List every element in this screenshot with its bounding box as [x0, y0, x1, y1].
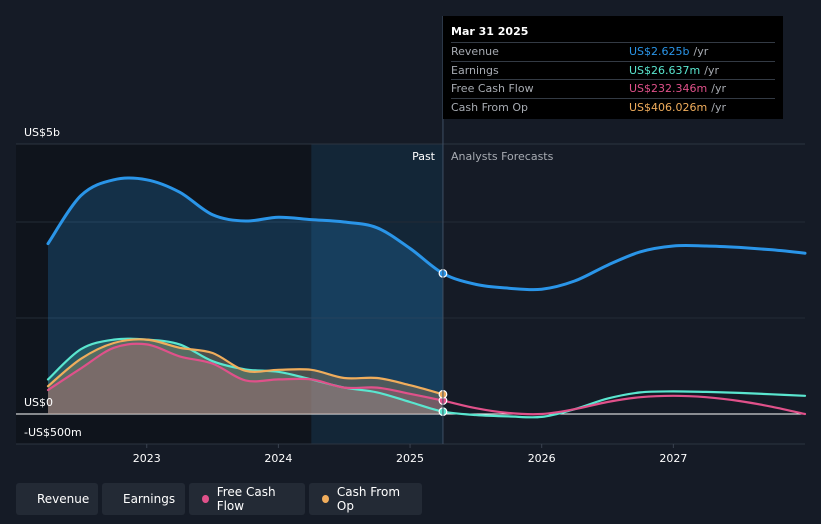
legend-label: Revenue — [37, 492, 90, 506]
y-label-bottom: -US$500m — [24, 426, 82, 439]
tooltip-label: Cash From Op — [451, 100, 529, 114]
tooltip-row-earnings: Earnings US$26.637m /yr — [451, 60, 775, 80]
legend-label: Earnings — [123, 492, 176, 506]
legend-label: Free Cash Flow — [216, 485, 276, 513]
tooltip-unit: /yr — [711, 82, 726, 95]
tooltip-row-cash-from-op: Cash From Op US$406.026m /yr — [451, 97, 775, 117]
past-label: Past — [412, 150, 436, 163]
recent-shade — [311, 144, 443, 444]
legend-dot-icon — [322, 495, 329, 503]
tooltip-row-free-cash-flow: Free Cash Flow US$232.346m /yr — [451, 79, 775, 98]
series-fills — [48, 177, 443, 414]
tooltip-value: US$406.026m — [629, 100, 708, 114]
x-tick-label: 2024 — [264, 452, 292, 465]
area-revenue — [48, 177, 443, 414]
line-cash-from-op — [46, 338, 445, 396]
y-label-top: US$5b — [24, 126, 60, 139]
tooltip-label: Revenue — [451, 45, 499, 58]
line-free-cash-flow — [46, 342, 807, 416]
tooltip-value: US$232.346m — [629, 82, 708, 95]
legend-item-revenue[interactable]: Revenue — [16, 483, 98, 515]
legend-dot-icon — [202, 495, 209, 503]
line-revenue — [46, 176, 807, 292]
x-tick-label: 2025 — [396, 452, 424, 465]
legend-item-earnings[interactable]: Earnings — [102, 483, 185, 515]
forecast-label: Analysts Forecasts — [451, 150, 554, 163]
area-earnings — [48, 338, 443, 414]
x-tick-label: 2023 — [133, 452, 161, 465]
legend-item-free-cash-flow[interactable]: Free Cash Flow — [189, 483, 305, 515]
line-earnings — [46, 337, 807, 419]
y-label-zero: US$0 — [24, 396, 53, 409]
tooltip-unit: /yr — [711, 100, 726, 114]
tooltip-date: Mar 31 2025 — [451, 25, 529, 38]
x-tick-label: 2027 — [659, 452, 687, 465]
tooltip-unit: /yr — [704, 63, 719, 77]
tooltip-row-revenue: Revenue US$2.625b /yr — [451, 42, 775, 61]
tooltip-value: US$2.625b — [629, 45, 690, 58]
tooltip: Mar 31 2025 Revenue US$2.625b /yr Earnin… — [443, 16, 783, 119]
legend: Revenue Earnings Free Cash Flow Cash Fro… — [16, 483, 426, 515]
tooltip-label: Earnings — [451, 63, 499, 77]
tooltip-value: US$26.637m — [629, 63, 701, 77]
tooltip-unit: /yr — [693, 45, 709, 58]
x-tick-label: 2026 — [528, 452, 556, 465]
x-axis-ticks: 2023 2024 2025 2026 2027 — [133, 444, 687, 465]
area-cash-from-op — [48, 339, 443, 414]
tooltip-label: Free Cash Flow — [451, 82, 534, 95]
series-lines — [46, 176, 807, 419]
area-free-cash-flow — [48, 343, 443, 414]
legend-item-cash-from-op[interactable]: Cash From Op — [309, 483, 422, 515]
legend-label: Cash From Op — [336, 485, 401, 513]
